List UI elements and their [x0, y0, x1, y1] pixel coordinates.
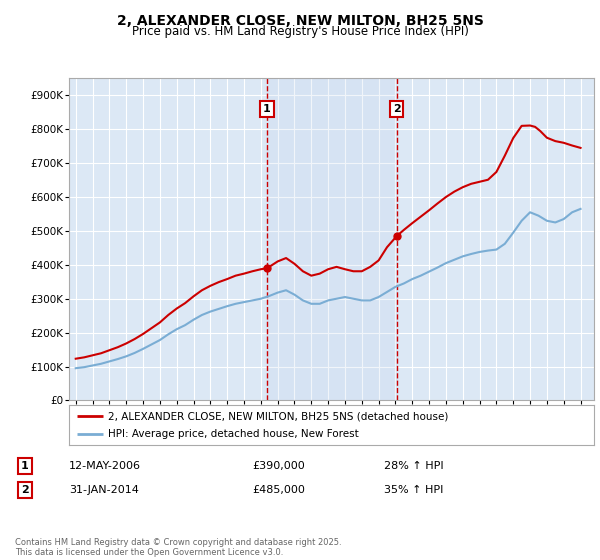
Text: 1: 1 [263, 104, 271, 114]
Text: 2, ALEXANDER CLOSE, NEW MILTON, BH25 5NS: 2, ALEXANDER CLOSE, NEW MILTON, BH25 5NS [116, 14, 484, 28]
Text: HPI: Average price, detached house, New Forest: HPI: Average price, detached house, New … [109, 429, 359, 439]
Text: 2: 2 [21, 485, 29, 495]
Bar [267, 78, 397, 400]
Text: £485,000: £485,000 [252, 485, 305, 495]
Text: £390,000: £390,000 [252, 461, 305, 471]
Text: 1: 1 [21, 461, 29, 471]
Text: 31-JAN-2014: 31-JAN-2014 [69, 485, 139, 495]
Text: 12-MAY-2006: 12-MAY-2006 [69, 461, 141, 471]
Text: 2: 2 [393, 104, 401, 114]
Text: 2, ALEXANDER CLOSE, NEW MILTON, BH25 5NS (detached house): 2, ALEXANDER CLOSE, NEW MILTON, BH25 5NS… [109, 411, 449, 421]
Text: 35% ↑ HPI: 35% ↑ HPI [384, 485, 443, 495]
Text: 28% ↑ HPI: 28% ↑ HPI [384, 461, 443, 471]
Text: Contains HM Land Registry data © Crown copyright and database right 2025.
This d: Contains HM Land Registry data © Crown c… [15, 538, 341, 557]
Text: Price paid vs. HM Land Registry's House Price Index (HPI): Price paid vs. HM Land Registry's House … [131, 25, 469, 38]
